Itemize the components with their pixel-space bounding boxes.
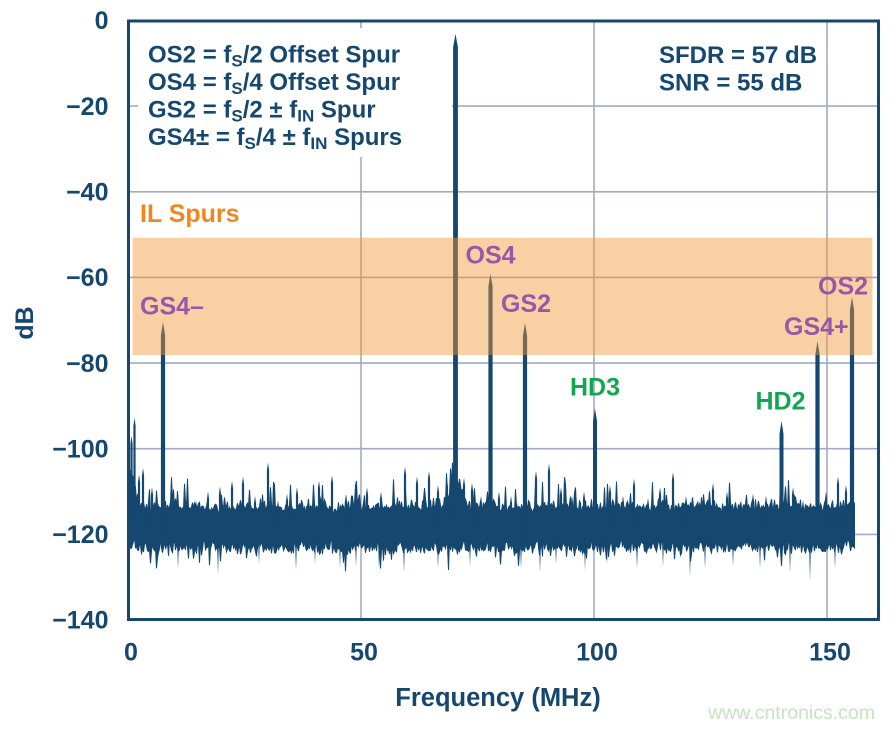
svg-text:SNR = 55 dB: SNR = 55 dB (659, 70, 802, 97)
svg-text:−60: −60 (66, 264, 108, 292)
svg-text:GS2 = fS/2 ± fIN Spur: GS2 = fS/2 ± fIN Spur (148, 97, 376, 126)
svg-text:GS4–: GS4– (140, 293, 204, 321)
svg-text:−120: −120 (52, 521, 108, 549)
svg-text:−100: −100 (52, 435, 108, 463)
svg-text:OS2: OS2 (818, 273, 868, 301)
svg-text:−80: −80 (66, 350, 108, 378)
svg-text:0: 0 (95, 7, 109, 35)
svg-text:150: 150 (809, 639, 851, 667)
svg-text:50: 50 (350, 639, 378, 667)
svg-text:−20: −20 (66, 93, 108, 121)
svg-text:GS2: GS2 (501, 290, 551, 318)
svg-text:dB: dB (11, 306, 39, 339)
svg-text:0: 0 (124, 639, 138, 667)
svg-text:OS4 = fS/4 Offset Spur: OS4 = fS/4 Offset Spur (148, 69, 400, 98)
svg-text:OS2 = fS/2 Offset Spur: OS2 = fS/2 Offset Spur (148, 42, 400, 71)
svg-text:SFDR = 57 dB: SFDR = 57 dB (659, 42, 817, 69)
svg-text:OS4: OS4 (466, 242, 516, 270)
svg-text:GS4+: GS4+ (784, 313, 849, 341)
svg-text:HD2: HD2 (756, 388, 806, 416)
svg-text:HD3: HD3 (570, 374, 620, 402)
svg-text:−40: −40 (66, 179, 108, 207)
svg-text:−140: −140 (52, 607, 108, 635)
svg-text:Frequency (MHz): Frequency (MHz) (395, 684, 600, 712)
svg-text:100: 100 (576, 639, 618, 667)
svg-text:IL Spurs: IL Spurs (140, 200, 240, 228)
svg-text:GS4± = fS/4 ± fIN Spurs: GS4± = fS/4 ± fIN Spurs (148, 124, 402, 153)
svg-text:www.cntronics.com: www.cntronics.com (707, 702, 875, 724)
